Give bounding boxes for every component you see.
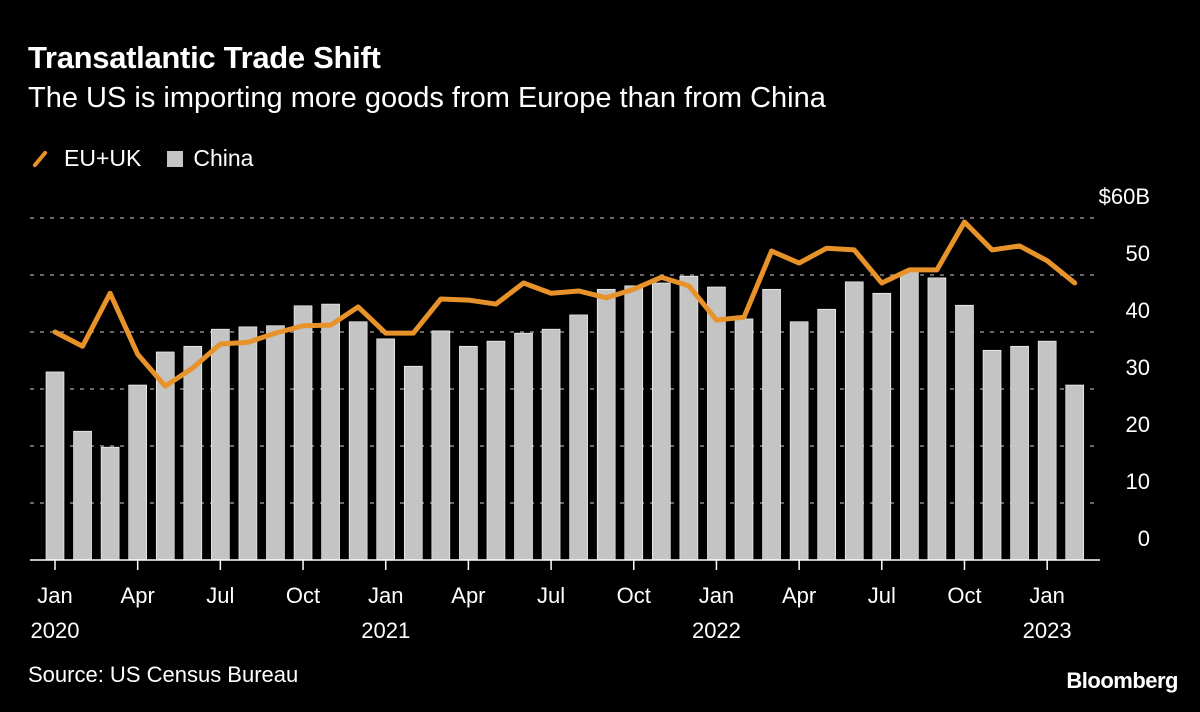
x-tick-label: Jul [868,583,896,608]
bar-china [1010,345,1029,561]
bar-china [1065,384,1085,561]
bar-china [596,288,616,561]
bar-china [541,328,561,561]
legend-label-eu-uk: EU+UK [64,145,142,171]
bar-china [486,340,506,561]
x-tick-label: Jul [206,583,234,608]
x-tick-label: Oct [947,583,981,608]
bar-china [569,314,588,561]
x-tick-label: Apr [782,583,816,608]
bar-china [514,332,533,561]
bar-china [73,430,92,561]
bar-china [238,326,258,561]
x-tick-label: Apr [451,583,485,608]
chart-title: Transatlantic Trade Shift [28,40,381,75]
x-year-label: 2021 [361,618,410,643]
bar-china [1037,340,1057,561]
x-year-label: 2020 [31,618,80,643]
bar-china [293,305,313,561]
x-year-label: 2023 [1023,618,1072,643]
bar-china [707,286,726,561]
line-eu-uk [52,219,1078,389]
bar-china [900,271,919,561]
bar-china [266,325,285,561]
bar-china [679,275,699,561]
bar-china [652,282,671,561]
bar-china [403,365,423,561]
bar-china [100,446,120,561]
y-tick-label: 30 [1126,355,1150,380]
x-year-label: 2022 [692,618,741,643]
y-tick-label: $60B [1099,184,1150,209]
bloomberg-logo: Bloomberg [1066,668,1178,693]
bar-china [624,285,644,561]
chart-subtitle: The US is importing more goods from Euro… [28,82,826,114]
legend: EU+UK China [30,145,253,172]
bar-china [459,345,478,561]
bar-china [348,321,368,561]
x-tick-label: Jan [368,583,403,608]
bar-china [789,321,809,561]
x-tick-label: Jan [1029,583,1064,608]
x-tick-label: Jan [699,583,734,608]
x-tick-label: Oct [286,583,320,608]
y-tick-label: 50 [1126,241,1150,266]
y-tick-label: 0 [1138,526,1150,551]
bar-china [734,318,754,561]
bar-china [321,303,340,561]
bar-china [955,304,974,561]
bar-china [817,308,836,561]
y-tick-label: 10 [1126,469,1150,494]
bar-china [183,345,203,561]
bar-china [45,371,65,561]
legend-bar-swatch [167,150,184,167]
legend-label-china: China [193,145,254,171]
bar-china [376,338,396,561]
bar-china [431,330,451,561]
bar-china [762,288,781,561]
bar-china [982,349,1002,561]
x-tick-label: Jan [37,583,72,608]
y-tick-label: 20 [1126,412,1150,437]
bar-china [211,328,230,561]
bar-china [872,292,892,561]
x-tick-label: Apr [121,583,155,608]
x-tick-label: Oct [617,583,651,608]
bar-china [128,384,147,561]
bar-china [927,277,947,561]
x-tick-label: Jul [537,583,565,608]
bar-china [844,281,864,561]
source-note: Source: US Census Bureau [28,662,299,687]
y-tick-label: 40 [1126,298,1150,323]
